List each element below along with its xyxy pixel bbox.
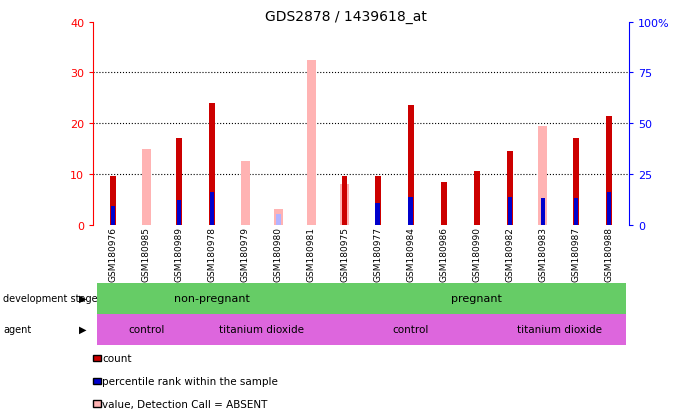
Bar	[276, 215, 281, 225]
Bar	[111, 207, 115, 225]
Bar	[210, 193, 214, 225]
Bar	[573, 139, 579, 225]
Bar	[474, 172, 480, 225]
Text: GSM180975: GSM180975	[340, 227, 349, 282]
Text: GSM180981: GSM180981	[307, 227, 316, 282]
Text: GSM180989: GSM180989	[175, 227, 184, 282]
Text: GSM180984: GSM180984	[406, 227, 415, 282]
Text: GSM180977: GSM180977	[373, 227, 382, 282]
Bar	[441, 182, 446, 225]
Bar	[574, 199, 578, 225]
Text: GSM180987: GSM180987	[571, 227, 580, 282]
Bar	[209, 104, 216, 225]
Bar	[97, 283, 328, 314]
Text: percentile rank within the sample: percentile rank within the sample	[102, 376, 278, 386]
Text: GSM180990: GSM180990	[472, 227, 481, 282]
Text: pregnant: pregnant	[451, 293, 502, 304]
Bar	[240, 162, 250, 225]
Text: value, Detection Call = ABSENT: value, Detection Call = ABSENT	[102, 399, 267, 408]
Bar	[408, 106, 414, 225]
Bar	[142, 149, 151, 225]
Bar	[342, 208, 347, 225]
Text: GSM180980: GSM180980	[274, 227, 283, 282]
Text: count: count	[102, 353, 131, 363]
Text: GSM180983: GSM180983	[538, 227, 547, 282]
Bar	[493, 314, 625, 345]
Bar	[307, 61, 316, 225]
Bar	[507, 152, 513, 225]
Bar	[328, 283, 625, 314]
Text: GSM180986: GSM180986	[439, 227, 448, 282]
Text: agent: agent	[3, 324, 32, 335]
Text: ▶: ▶	[79, 293, 86, 304]
Text: titanium dioxide: titanium dioxide	[517, 324, 602, 335]
Bar	[606, 116, 612, 225]
Text: non-pregnant: non-pregnant	[174, 293, 250, 304]
Text: control: control	[128, 324, 164, 335]
Text: development stage: development stage	[3, 293, 98, 304]
Bar	[196, 314, 328, 345]
Text: GSM180982: GSM180982	[505, 227, 514, 282]
Bar	[375, 204, 380, 225]
Bar	[541, 199, 545, 225]
Bar	[375, 177, 381, 225]
Bar	[408, 198, 413, 225]
Text: GSM180976: GSM180976	[108, 227, 117, 282]
Text: GDS2878 / 1439618_at: GDS2878 / 1439618_at	[265, 10, 426, 24]
Text: titanium dioxide: titanium dioxide	[219, 324, 304, 335]
Bar	[274, 210, 283, 225]
Bar	[328, 314, 493, 345]
Bar	[176, 139, 182, 225]
Text: GSM180985: GSM180985	[142, 227, 151, 282]
Bar	[177, 201, 181, 225]
Bar	[508, 198, 512, 225]
Bar	[97, 314, 196, 345]
Text: GSM180979: GSM180979	[241, 227, 250, 282]
Text: ▶: ▶	[79, 324, 86, 335]
Bar	[110, 177, 116, 225]
Text: control: control	[392, 324, 429, 335]
Bar	[538, 126, 547, 225]
Text: GSM180978: GSM180978	[208, 227, 217, 282]
Bar	[340, 185, 349, 225]
Text: GSM180988: GSM180988	[605, 227, 614, 282]
Bar	[341, 177, 348, 225]
Bar	[607, 193, 611, 225]
